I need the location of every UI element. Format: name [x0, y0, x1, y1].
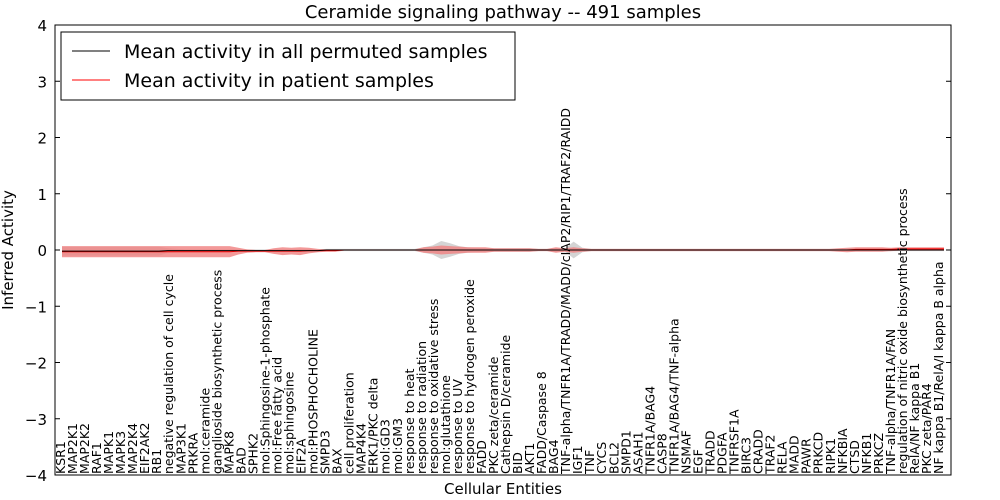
x-category-label: RAF1 [89, 442, 104, 474]
x-category-label: TNF [582, 450, 597, 475]
x-category-label: response to hydrogen peroxide [462, 279, 477, 474]
x-category-label: KSR1 [53, 441, 68, 474]
chart-title: Ceramide signaling pathway -- 491 sample… [305, 2, 701, 23]
x-category-label: BIRC3 [739, 437, 754, 474]
y-tick-label: −4 [25, 467, 47, 485]
x-category-label: CYCS [594, 442, 609, 474]
x-category-label: MAP4K4 [354, 423, 369, 474]
x-category-label: RIPK1 [823, 438, 838, 474]
y-tick-label: −2 [25, 355, 47, 373]
x-category-label: MAPK8 [221, 431, 236, 474]
x-category-label: EGF [691, 449, 706, 474]
x-category-label: PDGFA [715, 432, 730, 474]
x-category-label: response to oxidative stress [426, 299, 441, 474]
x-category-label: SMPD1 [618, 430, 633, 474]
x-category-label: EIF2A [294, 438, 309, 474]
x-axis-label: Cellular Entities [444, 480, 562, 498]
x-category-label: ganglioside biosynthetic process [209, 270, 224, 474]
y-tick-label: 1 [37, 186, 47, 204]
x-category-label: PRKCZ [871, 433, 886, 474]
x-category-label: Cathepsin D/ceramide [498, 334, 513, 474]
patient-band [62, 245, 944, 258]
permuted-series-line [62, 249, 944, 252]
x-category-label: NFKBIA [835, 428, 850, 474]
x-category-label: NF kappa B1/RelA/I kappa B alpha [931, 261, 946, 474]
legend-box [60, 31, 516, 101]
legend-label-patient: Mean activity in patient samples [124, 70, 434, 92]
x-category-label: MAP2K1 [65, 423, 80, 474]
legend-label-permuted: Mean activity in all permuted samples [124, 41, 487, 63]
x-category-label: NSMAF [678, 430, 693, 474]
x-category-label: AKT1 [522, 443, 537, 474]
x-category-label: mol:Free fatty acid [270, 357, 285, 474]
legend: Mean activity in all permuted samples Me… [60, 31, 516, 101]
x-category-label: CASP8 [654, 433, 669, 474]
x-category-label: BCL2 [606, 442, 621, 474]
x-category-label: negative regulation of cell cycle [161, 274, 176, 474]
x-category-label: BID [510, 452, 525, 474]
y-tick-label: 4 [37, 17, 47, 35]
x-category-label: RELA [775, 441, 790, 474]
x-category-label: CTSD [847, 440, 862, 474]
x-category-label: PKC zeta/ceramide [486, 356, 501, 474]
x-category-label: NFKB1 [859, 433, 874, 474]
x-category-label: TRADD [703, 430, 718, 475]
x-category-label: response to radiation [414, 341, 429, 474]
y-tick-label: 0 [37, 242, 47, 260]
x-category-label: mol:Sphingosine-1-phosphate [258, 287, 273, 474]
x-category-label: PRKCD [811, 432, 826, 474]
x-category-label: MAP3K1 [173, 423, 188, 474]
x-category-label: MAP2K2 [77, 423, 92, 474]
x-category-label: mol:ceramide [197, 388, 212, 474]
y-axis-label: Inferred Activity [0, 190, 17, 310]
x-category-label: BAG4 [546, 439, 561, 474]
x-category-label: mol:GD3 [378, 419, 393, 474]
x-category-label: mol:PHOSPHOCHOLINE [306, 329, 321, 474]
y-tick-label: −1 [25, 298, 47, 316]
x-category-label: RelA/NF kappa B1 [907, 363, 922, 474]
x-category-label: FADD [474, 440, 489, 474]
x-category-label: ERK1/PKC delta [366, 378, 381, 474]
x-category-label: RB1 [149, 449, 164, 474]
x-category-label: MAPK3 [113, 431, 128, 474]
y-tick-label: 3 [37, 73, 47, 91]
x-category-label: response to UV [450, 379, 465, 474]
y-tick-label: 2 [37, 130, 47, 148]
x-category-label: MADD [787, 435, 802, 474]
y-tick-label: −3 [25, 411, 47, 429]
x-category-label: TNF-alpha/TNFR1A/TRADD/MADD/cIAP2/RIP1/T… [558, 108, 573, 475]
x-category-label: PRKRA [185, 432, 200, 474]
x-category-label: PKC zeta/PAR4 [919, 383, 934, 474]
x-category-label: TNFR1A/BAG4/TNF-alpha [666, 318, 681, 475]
x-category-label: BAD [233, 447, 248, 474]
x-category-label: mol:GM3 [390, 418, 405, 474]
x-category-label: IGF1 [570, 445, 585, 474]
x-category-label: mol:sphingosine [282, 371, 297, 474]
x-category-label: TNFRSF1A [727, 409, 742, 475]
x-category-label: regulation of nitric oxide biosynthetic … [895, 188, 910, 474]
x-category-label: ASAH1 [630, 431, 645, 474]
x-category-label: MAP2K4 [125, 423, 140, 474]
x-category-label: TNF-alpha/TNFR1A/FAN [883, 329, 898, 475]
x-category-label: TRAF2 [763, 434, 778, 475]
x-category-label: FADD/Caspase 8 [534, 371, 549, 474]
x-category-label: MAPK1 [101, 431, 116, 474]
x-category-label: SPHK2 [245, 433, 260, 474]
x-category-label: PAWR [799, 438, 814, 474]
x-category-label: BAX [330, 448, 345, 474]
x-category-label: mol:glutathione [438, 375, 453, 474]
x-category-label: TNFR1A/BAG4 [642, 386, 657, 475]
x-category-label: cell proliferation [342, 372, 357, 474]
x-category-label: CRADD [751, 429, 766, 474]
x-category-label: SMPD3 [318, 430, 333, 474]
x-category-label: EIF2AK2 [137, 423, 152, 474]
x-category-label: response to heat [402, 368, 417, 474]
